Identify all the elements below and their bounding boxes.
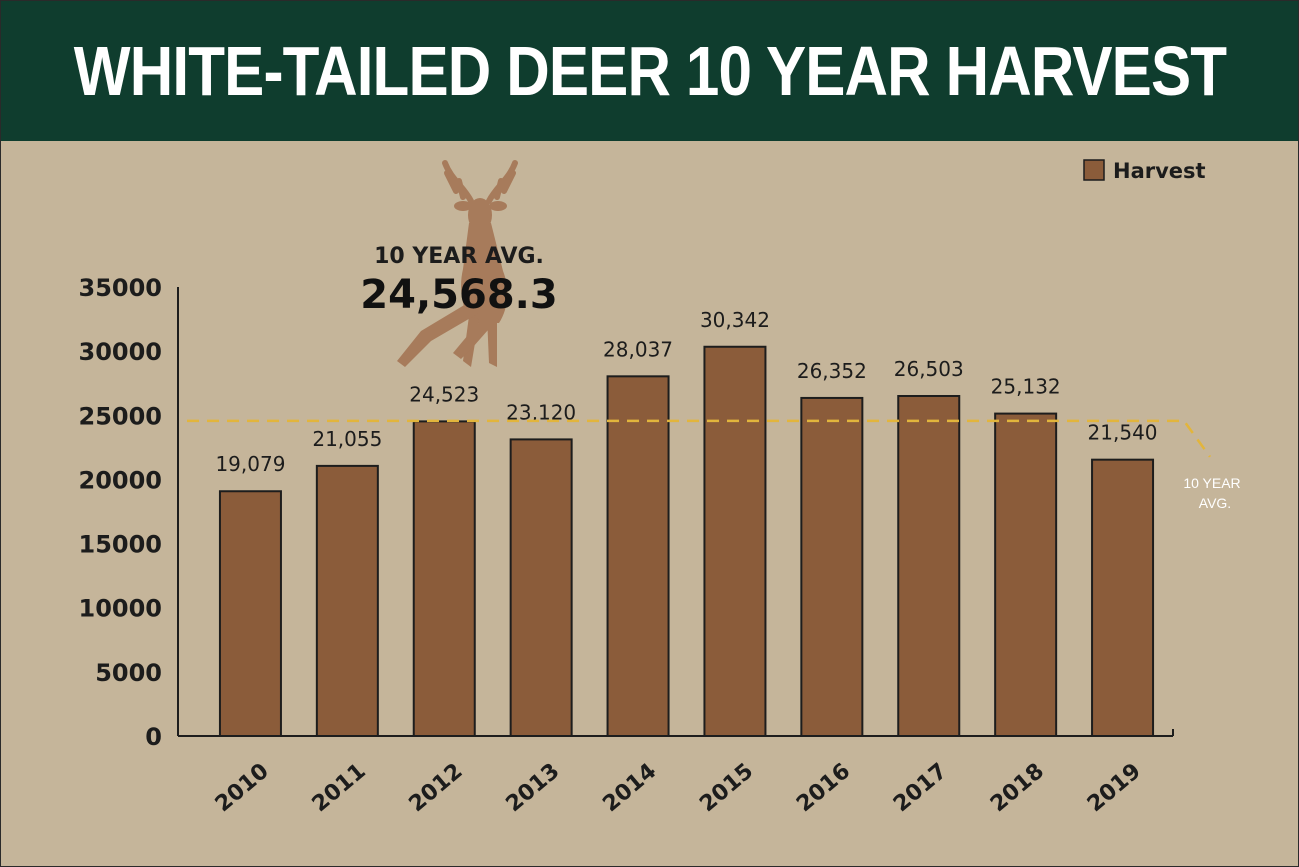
data-label: 28,037 (603, 337, 673, 361)
bar (218, 490, 282, 737)
x-tick-label: 2014 (598, 759, 661, 818)
data-label: 24,523 (409, 382, 479, 406)
x-tick-label: 2012 (405, 759, 468, 818)
x-tick-label: 2011 (308, 759, 371, 818)
bar (800, 396, 864, 737)
data-label: 21,540 (1088, 421, 1158, 445)
bar (606, 375, 670, 737)
deer-silhouette-icon (397, 160, 518, 367)
y-tick-label: 35000 (79, 274, 163, 302)
legend-swatch (1083, 159, 1105, 181)
title-banner: WHITE-TAILED DEER 10 YEAR HARVEST (1, 1, 1298, 141)
legend: Harvest (1083, 159, 1206, 183)
data-label: 21,055 (312, 427, 382, 451)
bar (509, 438, 573, 737)
x-tick-label: 2013 (501, 759, 564, 818)
y-tick-label: 10000 (79, 595, 163, 623)
data-label: 30,342 (700, 308, 770, 332)
data-label: 19,079 (215, 452, 285, 476)
avg-side-label-line1: 10 YEAR (1183, 475, 1240, 491)
y-tick-label: 5000 (95, 659, 162, 687)
x-tick-label: 2016 (792, 759, 855, 818)
bars (218, 345, 1155, 737)
bar (897, 395, 961, 737)
x-tick-label: 2018 (986, 759, 1049, 818)
avg-side-label-line2: AVG. (1199, 495, 1231, 511)
x-tick-label: 2015 (695, 759, 758, 818)
data-label: 26,503 (894, 357, 964, 381)
bar (315, 464, 379, 737)
x-tick-labels: 2010 2011 2012 2013 2014 2015 2016 2017 2018 2019 (211, 759, 1146, 818)
data-label: 25,132 (991, 375, 1061, 399)
data-label: 26,352 (797, 359, 867, 383)
y-tick-label: 20000 (79, 466, 163, 494)
y-tick-labels: 0 5000 10000 15000 20000 25000 30000 35000 (79, 274, 163, 751)
data-labels: 19,07921,05524,52323,12028,03730,34226,3… (215, 308, 1157, 476)
y-tick-label: 25000 (79, 402, 163, 430)
y-tick-label: 15000 (79, 531, 163, 559)
bar (994, 412, 1058, 737)
bar (1091, 458, 1155, 737)
bar (412, 420, 476, 737)
avg-annotation-title: 10 YEAR AVG. (374, 244, 544, 269)
avg-annotation-value: 24,568.3 (360, 272, 557, 318)
x-tick-label: 2010 (211, 759, 274, 818)
y-tick-label: 30000 (79, 338, 163, 366)
avg-reference-line (187, 419, 1212, 458)
bar-chart: Harvest 0 5000 10000 15000 20000 25000 30000 35… (79, 159, 1241, 818)
x-tick-label: 2017 (889, 759, 952, 818)
bar (703, 345, 767, 737)
y-tick-label: 0 (145, 723, 162, 751)
chart-title: WHITE-TAILED DEER 10 YEAR HARVEST (73, 32, 1226, 110)
legend-label: Harvest (1113, 159, 1206, 183)
x-tick-label: 2019 (1083, 759, 1146, 818)
